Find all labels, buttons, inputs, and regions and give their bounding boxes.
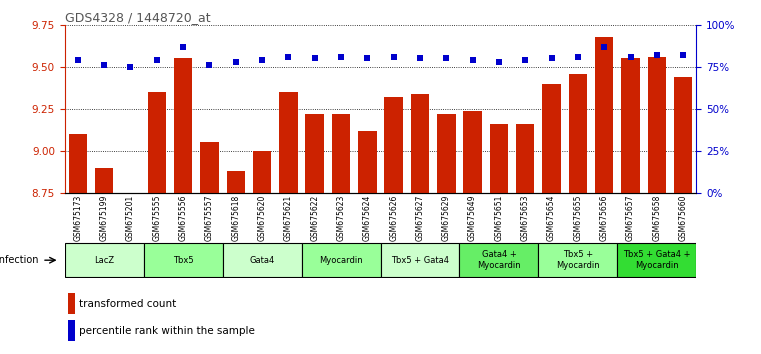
Point <box>282 54 295 59</box>
Bar <box>148 92 166 193</box>
Bar <box>648 57 666 193</box>
Text: percentile rank within the sample: percentile rank within the sample <box>79 326 255 336</box>
Bar <box>595 36 613 193</box>
Bar <box>543 84 561 193</box>
Text: Gata4 +
Myocardin: Gata4 + Myocardin <box>477 251 521 270</box>
Bar <box>621 58 640 193</box>
Point <box>309 56 321 61</box>
Text: Tbx5: Tbx5 <box>173 256 193 265</box>
FancyBboxPatch shape <box>539 243 617 277</box>
Text: infection: infection <box>0 255 39 265</box>
FancyBboxPatch shape <box>223 243 301 277</box>
Point <box>151 57 163 63</box>
Point <box>230 59 242 65</box>
FancyBboxPatch shape <box>65 243 144 277</box>
Point <box>361 56 374 61</box>
Point <box>256 57 268 63</box>
Bar <box>253 151 271 193</box>
Bar <box>674 77 693 193</box>
Point <box>677 52 689 58</box>
Point <box>598 44 610 50</box>
Text: LacZ: LacZ <box>94 256 114 265</box>
Text: Tbx5 +
Myocardin: Tbx5 + Myocardin <box>556 251 600 270</box>
Bar <box>174 58 193 193</box>
Point <box>98 62 110 68</box>
Point <box>414 56 426 61</box>
Point <box>466 57 479 63</box>
Bar <box>227 171 245 193</box>
FancyBboxPatch shape <box>617 243 696 277</box>
FancyBboxPatch shape <box>380 243 460 277</box>
Point <box>572 54 584 59</box>
Bar <box>68 320 75 341</box>
Bar <box>411 94 429 193</box>
Point <box>625 54 637 59</box>
Point <box>519 57 531 63</box>
Point <box>546 56 558 61</box>
Text: Tbx5 + Gata4 +
Myocardin: Tbx5 + Gata4 + Myocardin <box>623 251 690 270</box>
FancyBboxPatch shape <box>460 243 539 277</box>
Bar <box>279 92 298 193</box>
Point <box>335 54 347 59</box>
Point <box>124 64 136 70</box>
Text: Gata4: Gata4 <box>250 256 275 265</box>
Bar <box>68 293 75 314</box>
FancyBboxPatch shape <box>301 243 380 277</box>
Text: transformed count: transformed count <box>79 298 177 309</box>
Bar <box>95 168 113 193</box>
Bar <box>463 110 482 193</box>
Bar <box>437 114 456 193</box>
Point <box>493 59 505 65</box>
Bar <box>200 142 218 193</box>
Text: Tbx5 + Gata4: Tbx5 + Gata4 <box>391 256 449 265</box>
Text: Myocardin: Myocardin <box>319 256 363 265</box>
Point <box>203 62 215 68</box>
Bar <box>384 97 403 193</box>
Bar <box>568 74 587 193</box>
Point <box>72 57 84 63</box>
Point <box>440 56 452 61</box>
Bar <box>68 134 87 193</box>
Point <box>387 54 400 59</box>
Bar <box>358 131 377 193</box>
Bar <box>516 124 534 193</box>
Bar <box>490 124 508 193</box>
Bar <box>305 114 324 193</box>
Text: GDS4328 / 1448720_at: GDS4328 / 1448720_at <box>65 11 210 24</box>
FancyBboxPatch shape <box>144 243 223 277</box>
Point <box>177 44 189 50</box>
Bar <box>332 114 350 193</box>
Point <box>651 52 663 58</box>
